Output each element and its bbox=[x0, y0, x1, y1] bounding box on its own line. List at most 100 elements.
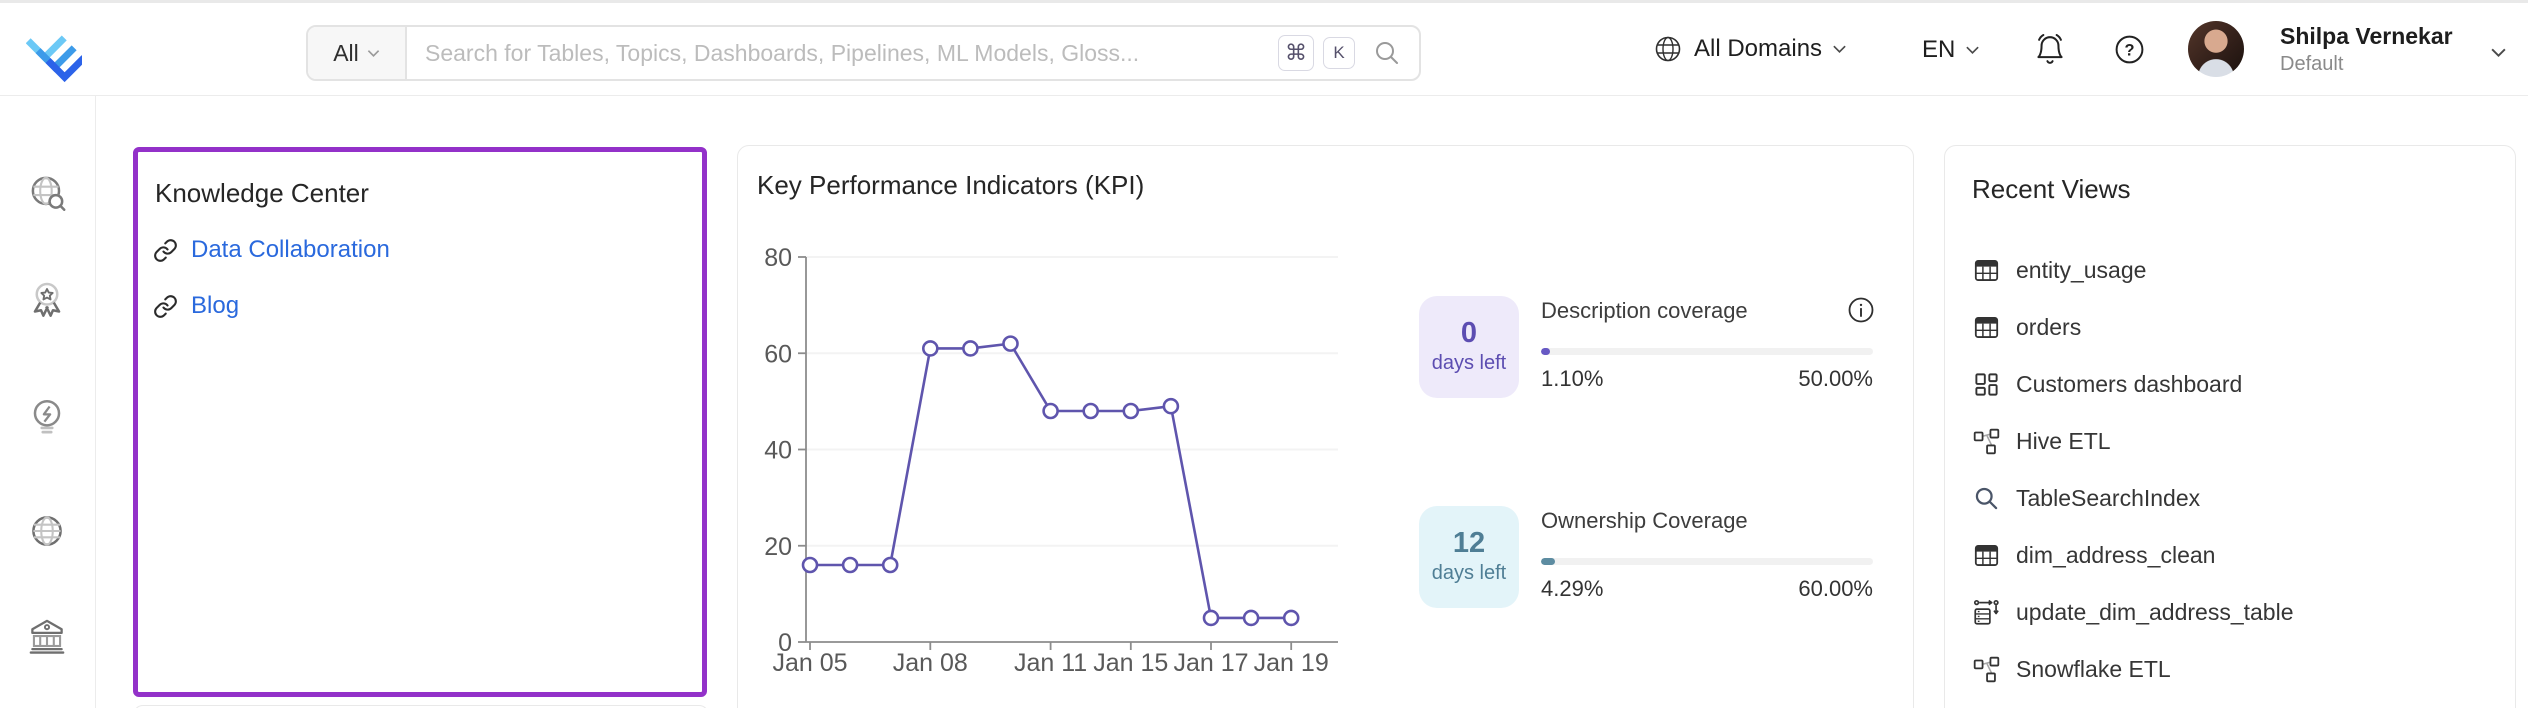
domain-selector[interactable]: All Domains bbox=[1652, 33, 1847, 65]
svg-text:80: 80 bbox=[764, 244, 792, 272]
progress-track bbox=[1541, 558, 1873, 565]
help-button[interactable]: ? bbox=[2112, 32, 2147, 67]
recent-view-item[interactable]: TableSearchIndex bbox=[1973, 480, 2200, 516]
recent-views-title: Recent Views bbox=[1972, 174, 2131, 204]
domain-selector-label: All Domains bbox=[1694, 35, 1823, 62]
global-search-bar: All ⌘ K bbox=[306, 25, 1421, 81]
explore-icon bbox=[31, 176, 66, 211]
k-key-badge: K bbox=[1323, 37, 1355, 69]
layers-logo-icon bbox=[25, 35, 87, 83]
recent-view-item[interactable]: dim_address_clean bbox=[1973, 537, 2215, 573]
table-icon bbox=[1973, 314, 2000, 341]
days-left-value: 12 bbox=[1452, 527, 1486, 559]
knowledge-center-panel: Knowledge Center Data Collaboration Blog bbox=[133, 147, 707, 697]
days-left-badge: 12 days left bbox=[1419, 506, 1519, 608]
cmd-key-badge: ⌘ bbox=[1278, 35, 1314, 71]
current-value: 4.29% bbox=[1541, 576, 1604, 601]
user-team: Default bbox=[2280, 53, 2344, 75]
search-category-value: All bbox=[333, 39, 359, 66]
recent-view-label: orders bbox=[2016, 313, 2082, 340]
link-icon bbox=[154, 294, 177, 318]
recent-view-item[interactable]: update_dim_address_table bbox=[1973, 594, 2293, 630]
info-icon[interactable] bbox=[1847, 296, 1875, 324]
progress-fill bbox=[1541, 348, 1550, 355]
recent-view-item[interactable]: Customers dashboard bbox=[1973, 366, 2242, 402]
sidebar-item-govern[interactable] bbox=[24, 612, 70, 658]
pipeline-icon bbox=[1973, 428, 2000, 455]
chevron-down-icon bbox=[1833, 45, 1846, 54]
target-value: 60.00% bbox=[1798, 576, 1873, 601]
sidebar-item-explore[interactable] bbox=[24, 170, 70, 216]
app-logo[interactable] bbox=[25, 19, 87, 83]
svg-text:Jan 05: Jan 05 bbox=[772, 649, 847, 677]
dashboard-icon bbox=[1973, 371, 2000, 398]
stat-values: 1.10% 50.00% bbox=[1541, 366, 1873, 392]
svg-text:Jan 19: Jan 19 bbox=[1254, 649, 1329, 677]
search-icon[interactable] bbox=[1373, 39, 1401, 67]
govern-icon bbox=[29, 619, 65, 654]
sidebar-item-data-quality[interactable] bbox=[24, 277, 70, 323]
current-value: 1.10% bbox=[1541, 366, 1604, 391]
sidebar-item-insights[interactable] bbox=[24, 395, 70, 441]
svg-text:?: ? bbox=[2124, 42, 2134, 60]
pipeline-icon bbox=[1973, 656, 2000, 683]
language-label: EN bbox=[1922, 36, 1956, 63]
svg-text:60: 60 bbox=[764, 340, 792, 368]
kpi-title: Key Performance Indicators (KPI) bbox=[757, 170, 1145, 200]
knowledge-link-blog[interactable]: Blog bbox=[153, 292, 239, 320]
kpi-line-chart[interactable]: 0 20 40 60 80 Jan 05 Jan 08 Jan 11 Jan 15 Jan 17 J… bbox=[738, 231, 1398, 708]
stat-values: 4.29% 60.00% bbox=[1541, 576, 1873, 602]
chevron-down-icon bbox=[367, 49, 379, 57]
recent-view-label: Hive ETL bbox=[2016, 427, 2111, 454]
user-menu-chevron[interactable] bbox=[2490, 45, 2507, 63]
svg-text:Jan 17: Jan 17 bbox=[1173, 649, 1248, 677]
recent-view-label: dim_address_clean bbox=[2016, 541, 2216, 568]
search-icon bbox=[1973, 485, 2000, 512]
days-left-value: 0 bbox=[1460, 317, 1478, 349]
recent-view-item[interactable]: entity_usage bbox=[1973, 252, 2146, 288]
domains-icon bbox=[32, 516, 62, 546]
stat-title: Description coverage bbox=[1541, 298, 1748, 323]
recent-view-item[interactable]: orders bbox=[1973, 309, 2081, 345]
recent-view-label: Customers dashboard bbox=[2016, 370, 2243, 397]
recent-view-item[interactable]: Hive ETL bbox=[1973, 423, 2111, 459]
user-name: Shilpa Vernekar bbox=[2280, 23, 2453, 49]
search-category-select[interactable]: All bbox=[308, 27, 407, 79]
top-nav-bar: All ⌘ K All Domains EN bbox=[0, 3, 2528, 96]
top-edge-divider bbox=[0, 0, 2528, 3]
link-icon bbox=[154, 238, 177, 262]
days-left-label: days left bbox=[1431, 352, 1507, 374]
table-icon bbox=[1973, 542, 2000, 569]
kpi-stat-ownership-coverage: 12 days left Ownership Coverage 4.29% 60… bbox=[1419, 506, 1873, 656]
chevron-down-icon bbox=[2491, 48, 2506, 58]
notifications-button[interactable] bbox=[2032, 31, 2068, 67]
recent-view-label: entity_usage bbox=[2016, 256, 2147, 283]
recent-view-label: update_dim_address_table bbox=[2016, 598, 2294, 625]
knowledge-link-label: Blog bbox=[191, 292, 240, 319]
recent-view-label: TableSearchIndex bbox=[2016, 484, 2201, 511]
stored-procedure-icon bbox=[1973, 599, 2000, 626]
svg-text:Jan 15: Jan 15 bbox=[1093, 649, 1168, 677]
knowledge-link-label: Data Collaboration bbox=[191, 236, 390, 263]
knowledge-link-data-collaboration[interactable]: Data Collaboration bbox=[153, 236, 390, 264]
days-left-badge: 0 days left bbox=[1419, 296, 1519, 398]
kpi-stat-description-coverage: 0 days left Description coverage 1.10% 5… bbox=[1419, 296, 1875, 446]
bell-icon bbox=[2037, 34, 2063, 64]
recent-view-item[interactable]: Snowflake ETL bbox=[1973, 651, 2171, 687]
sidebar-item-domains[interactable] bbox=[24, 508, 70, 554]
user-avatar[interactable] bbox=[2188, 21, 2244, 77]
progress-track bbox=[1541, 348, 1873, 355]
search-input[interactable] bbox=[407, 39, 1278, 67]
svg-text:20: 20 bbox=[764, 533, 792, 561]
days-left-label: days left bbox=[1431, 562, 1507, 584]
question-circle-icon: ? bbox=[2115, 35, 2144, 64]
progress-fill bbox=[1541, 558, 1556, 565]
language-selector[interactable]: EN bbox=[1922, 36, 1980, 64]
svg-text:0: 0 bbox=[778, 629, 792, 657]
svg-text:Jan 08: Jan 08 bbox=[893, 649, 968, 677]
svg-text:Jan 11: Jan 11 bbox=[1014, 649, 1087, 677]
stat-title: Ownership Coverage bbox=[1541, 508, 1748, 533]
knowledge-center-title: Knowledge Center bbox=[155, 178, 369, 208]
data-quality-icon bbox=[33, 282, 61, 317]
